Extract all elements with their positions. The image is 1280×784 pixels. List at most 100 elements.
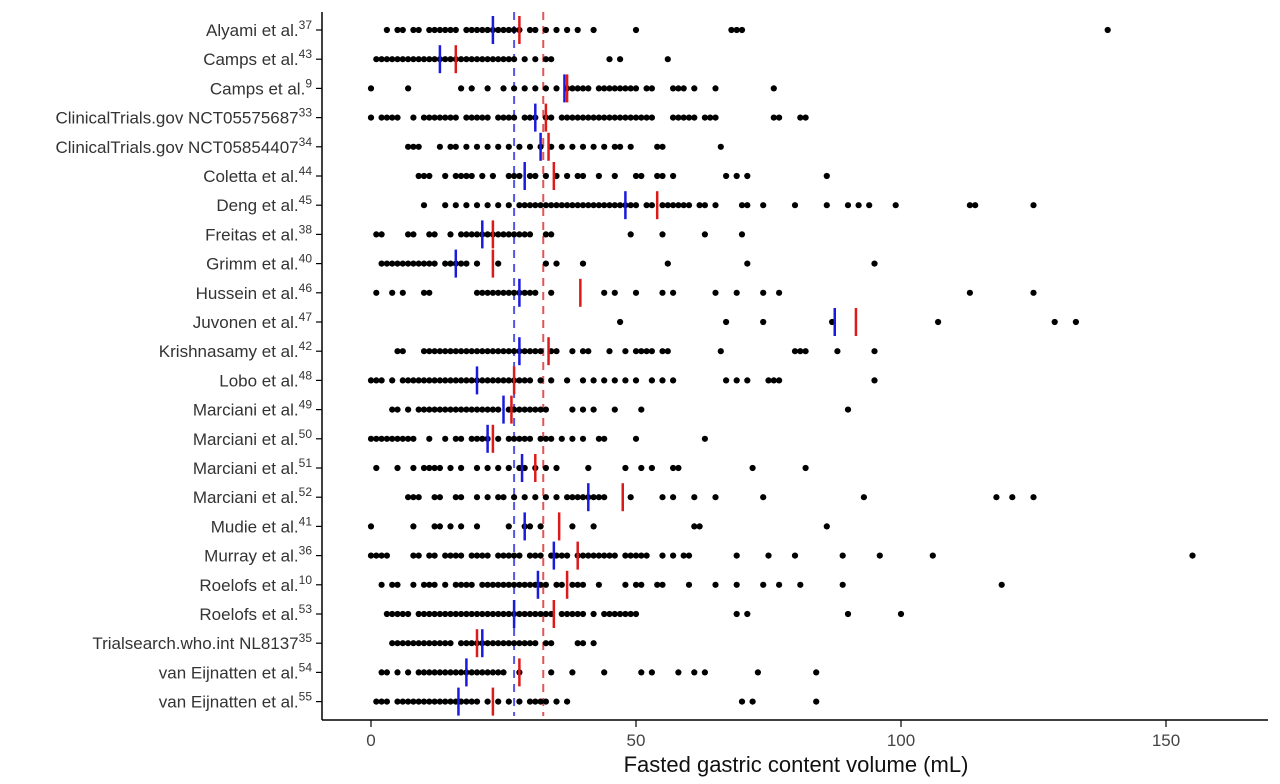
data-point	[394, 26, 401, 34]
data-point	[468, 377, 475, 384]
data-point	[458, 435, 465, 442]
study-label: Murray et al.36	[204, 544, 312, 566]
data-point	[537, 610, 544, 618]
data-point	[489, 640, 496, 647]
data-point	[760, 318, 767, 326]
data-point	[643, 85, 650, 92]
study-ref: 37	[299, 18, 313, 32]
data-point	[479, 435, 486, 442]
data-point	[410, 26, 417, 34]
data-point	[569, 143, 576, 150]
study-label: Juvonen et al.47	[193, 310, 313, 332]
data-point	[622, 114, 629, 121]
data-point	[431, 348, 438, 355]
data-point	[627, 552, 634, 559]
data-point	[558, 143, 565, 150]
data-point	[505, 202, 512, 209]
study-name: Alyami et al.	[206, 21, 299, 40]
data-point	[579, 494, 587, 501]
data-point	[452, 348, 459, 355]
data-point	[479, 669, 486, 676]
data-point	[405, 406, 412, 413]
data-point	[701, 669, 709, 676]
data-point	[712, 581, 719, 588]
data-point	[611, 143, 618, 150]
data-point	[670, 552, 677, 559]
data-point	[664, 348, 671, 355]
data-point	[495, 348, 502, 355]
data-point	[791, 202, 799, 209]
data-point	[712, 85, 719, 92]
data-point	[738, 231, 746, 238]
data-point	[473, 231, 481, 238]
data-point	[420, 698, 428, 705]
data-point	[452, 114, 459, 121]
data-point	[707, 114, 714, 121]
data-point	[463, 698, 470, 705]
data-point	[611, 85, 618, 92]
data-point	[632, 85, 640, 92]
study-name: Grimm et al.	[206, 255, 299, 274]
data-point	[802, 114, 809, 121]
data-point	[442, 552, 449, 559]
data-point	[537, 435, 544, 442]
x-tick-label: 50	[627, 731, 646, 750]
data-point	[638, 406, 645, 413]
data-point	[479, 26, 486, 34]
data-point	[468, 56, 475, 63]
data-point	[394, 435, 401, 442]
data-point	[733, 26, 740, 34]
data-point	[447, 669, 454, 676]
data-point	[802, 348, 809, 355]
data-point	[569, 85, 576, 92]
data-point	[564, 172, 571, 180]
data-point	[659, 172, 666, 180]
data-point	[399, 435, 406, 442]
data-point	[638, 552, 645, 559]
data-point	[378, 698, 385, 705]
data-point	[468, 85, 475, 92]
data-point	[675, 85, 682, 92]
data-point	[378, 552, 385, 559]
data-point	[866, 202, 873, 209]
study-name: Marciani et al.	[193, 488, 299, 507]
data-point	[463, 202, 470, 209]
data-point	[405, 435, 412, 442]
data-point	[442, 640, 449, 647]
data-point	[643, 552, 650, 559]
data-point	[558, 581, 565, 588]
data-point	[373, 464, 380, 472]
data-point	[436, 26, 443, 34]
data-point	[505, 114, 512, 121]
data-point	[447, 464, 454, 472]
data-point	[399, 698, 406, 705]
data-point	[537, 202, 544, 209]
data-point	[638, 464, 645, 472]
study-ref: 52	[299, 485, 313, 499]
data-point	[420, 406, 428, 413]
data-point	[516, 435, 523, 442]
data-point	[701, 114, 709, 121]
x-tick-label: 100	[887, 731, 915, 750]
data-point	[521, 581, 528, 588]
data-point	[442, 172, 449, 180]
data-point	[436, 348, 443, 355]
data-point	[489, 581, 496, 588]
data-point	[394, 348, 401, 355]
data-point	[426, 610, 433, 618]
data-point	[415, 640, 422, 647]
data-point	[590, 640, 597, 647]
data-point	[643, 202, 650, 209]
data-point	[738, 26, 746, 34]
study-name: Krishnasamy et al.	[159, 342, 299, 361]
data-point	[627, 114, 634, 121]
data-point	[712, 202, 719, 209]
data-point	[468, 669, 475, 676]
data-point	[367, 377, 375, 384]
data-point	[627, 231, 634, 238]
data-point	[537, 523, 544, 530]
data-point	[823, 523, 830, 530]
data-point	[473, 435, 481, 442]
data-point	[611, 289, 618, 296]
data-point	[420, 610, 428, 618]
